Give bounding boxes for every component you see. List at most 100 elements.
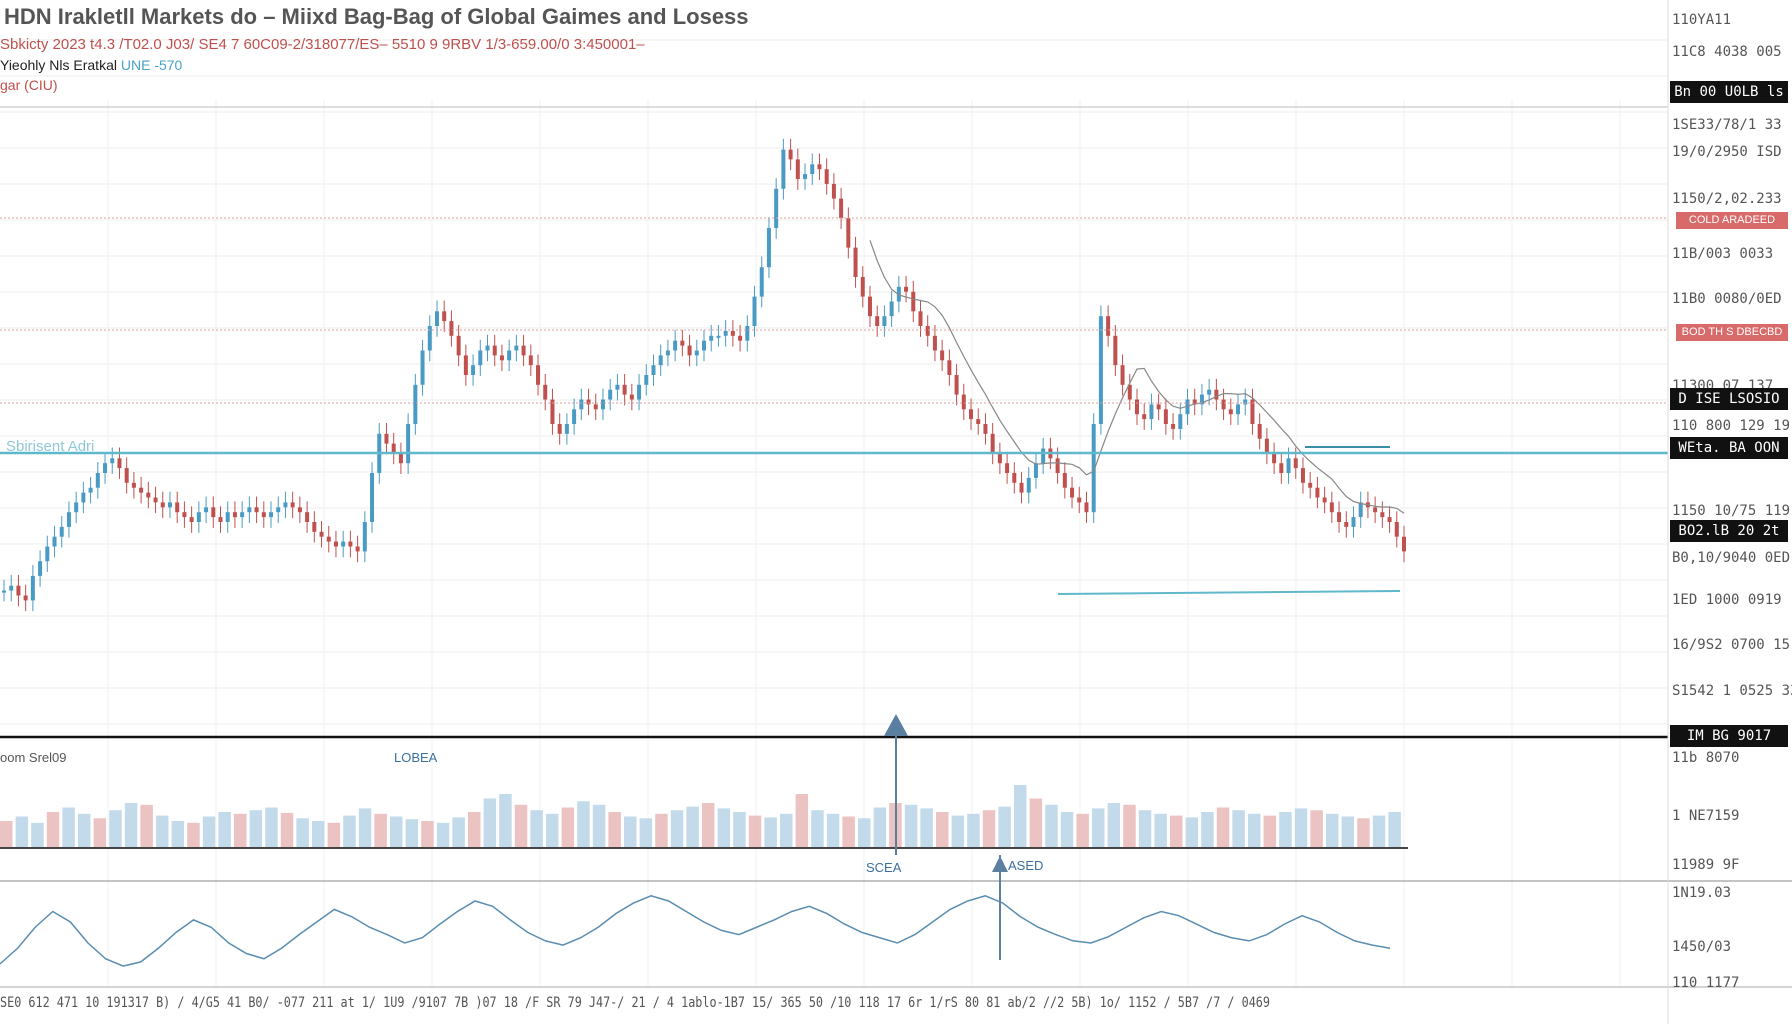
- price-badge: BO2.lB 20 2t: [1670, 520, 1788, 542]
- candle-body: [1142, 414, 1147, 420]
- chart-title: HDN Irakletll Markets do – Miixd Bag-Bag…: [4, 4, 749, 29]
- volume-bar: [187, 822, 200, 848]
- volume-bar: [1123, 804, 1136, 848]
- candle-body: [1322, 497, 1327, 503]
- price-label: 11B/003 0033: [1672, 246, 1773, 262]
- volume-bars: [0, 785, 1401, 848]
- candle-body: [557, 424, 562, 434]
- candle-body: [1041, 448, 1046, 464]
- volume-bar: [702, 803, 715, 848]
- candle-body: [615, 384, 620, 390]
- volume-bar: [421, 821, 434, 848]
- candle-body: [456, 335, 461, 356]
- candle-body: [961, 394, 966, 410]
- volume-bar: [1388, 812, 1401, 848]
- volume-bar: [998, 806, 1011, 848]
- candle-body: [499, 355, 504, 361]
- volume-bar: [234, 813, 247, 848]
- candle-body: [23, 595, 28, 601]
- volume-bar: [1092, 808, 1105, 848]
- candle-body: [687, 345, 692, 356]
- price-badge: IM BG 9017: [1670, 725, 1788, 747]
- volume-bar: [1185, 817, 1199, 848]
- marker-arrow-2-icon: [992, 856, 1008, 872]
- candle-body: [673, 340, 678, 351]
- volume-bar: [202, 816, 216, 848]
- volume-bar: [390, 816, 403, 848]
- volume-bar: [124, 803, 138, 848]
- candle-body: [716, 335, 721, 338]
- candle-body: [74, 502, 79, 513]
- marker-2-label: ASED: [1008, 858, 1043, 873]
- candle-body: [124, 468, 129, 483]
- candle-body: [348, 541, 353, 547]
- candle-body: [2, 590, 6, 593]
- volume-bar: [1014, 785, 1027, 848]
- volume-bar: [811, 810, 824, 848]
- support-label: Sbirisent Adri: [6, 438, 94, 455]
- volume-bar: [358, 808, 372, 848]
- candle-body: [232, 512, 237, 518]
- candle-body: [622, 384, 627, 395]
- volume-bar: [686, 806, 699, 848]
- candle-body: [925, 326, 930, 336]
- volume-bar: [1232, 810, 1245, 848]
- candle-body: [52, 536, 57, 547]
- volume-bar: [1045, 804, 1058, 848]
- candle-body: [420, 350, 425, 385]
- candle-body: [478, 350, 483, 366]
- volume-bar: [795, 794, 809, 848]
- candle-body: [528, 355, 533, 366]
- volume-bar: [374, 813, 387, 848]
- candle-body: [803, 174, 808, 179]
- volume-bar: [780, 813, 793, 848]
- price-label: 110YA11: [1672, 12, 1731, 28]
- price-label: 1SE33/78/1 33: [1672, 117, 1782, 133]
- candle-body: [600, 399, 605, 410]
- candle-body: [810, 164, 815, 175]
- candle-body: [990, 433, 995, 454]
- volume-bar: [93, 818, 107, 848]
- price-label: S1542 1 0525 33: [1672, 683, 1792, 699]
- candle-body: [1178, 414, 1183, 429]
- candle-body: [1344, 522, 1349, 527]
- candle-body: [81, 492, 86, 503]
- volume-bar: [920, 808, 933, 848]
- candle-body: [1149, 404, 1154, 420]
- candle-body: [1387, 517, 1392, 522]
- candle-body: [694, 350, 699, 356]
- candle-body: [362, 522, 367, 552]
- candle-body: [189, 517, 194, 522]
- candle-body: [1012, 473, 1017, 483]
- candle-body: [254, 507, 259, 513]
- volume-bar: [31, 822, 44, 848]
- candle-body: [1300, 468, 1305, 483]
- volume-bar: [904, 804, 918, 848]
- candle-body: [131, 482, 136, 488]
- candle-body: [146, 492, 151, 498]
- volume-bar: [1248, 813, 1261, 848]
- osc-axis-label: 1450/03: [1672, 939, 1731, 955]
- candle-body: [182, 512, 187, 518]
- candle-body: [1091, 424, 1096, 513]
- volume-bar: [1326, 813, 1339, 848]
- candle-body: [38, 561, 43, 576]
- candle-body: [406, 424, 411, 464]
- marker-1-label: SCEA: [866, 860, 902, 875]
- candle-body: [30, 575, 35, 601]
- volume-bar: [1107, 803, 1121, 848]
- candle-body: [1358, 502, 1363, 518]
- candle-body: [629, 394, 634, 400]
- volume-bar: [717, 808, 731, 848]
- candle-body: [543, 384, 548, 400]
- candle-body: [1127, 384, 1132, 400]
- candle-body: [1308, 482, 1313, 488]
- candle-body: [860, 277, 865, 297]
- candle-body: [1221, 399, 1226, 410]
- price-badge-red: COLD ARADEED: [1676, 212, 1788, 229]
- candle-body: [774, 188, 779, 228]
- candle-body: [1171, 424, 1176, 429]
- candle-body: [911, 291, 916, 312]
- volume-bar: [936, 812, 949, 848]
